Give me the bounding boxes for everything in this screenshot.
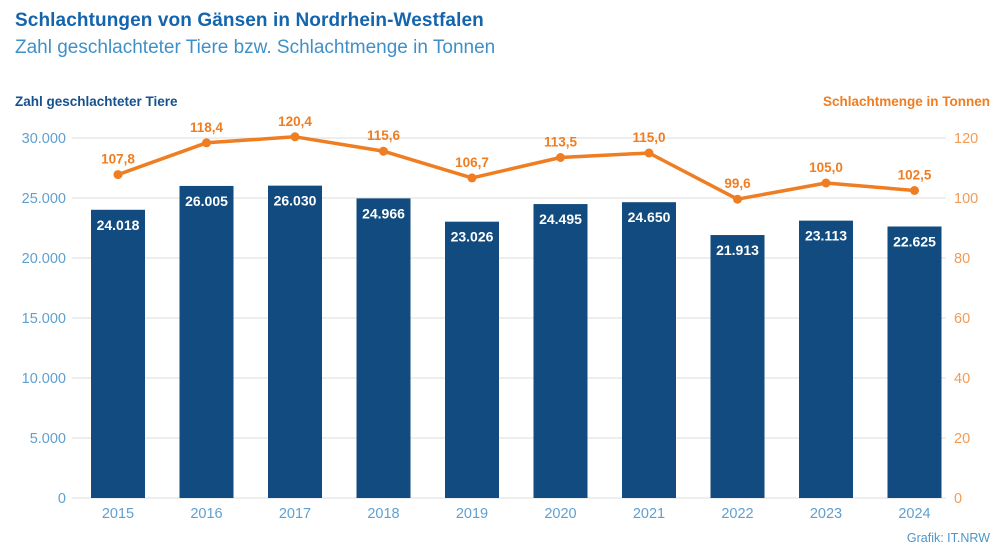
bar [887, 226, 942, 498]
x-tick-label: 2018 [367, 506, 399, 522]
line-point-label: 115,6 [367, 128, 401, 143]
line-point [821, 178, 831, 188]
left-axis-tick-label: 10.000 [22, 371, 66, 387]
bar [533, 204, 588, 498]
line-point-label: 113,5 [544, 135, 578, 150]
left-axis-tick-label: 25.000 [22, 191, 66, 207]
bar-value-label: 26.030 [274, 193, 317, 209]
bar [622, 202, 676, 498]
line-series [116, 135, 917, 201]
x-tick-label: 2017 [279, 506, 311, 522]
x-tick-label: 2024 [898, 506, 930, 522]
x-tick-label: 2020 [544, 506, 576, 522]
line-point [467, 173, 477, 183]
bar-value-label: 22.625 [893, 234, 936, 250]
x-tick-label: 2019 [456, 506, 488, 522]
line-point-label: 99,6 [724, 176, 751, 191]
bar [799, 220, 853, 499]
bar-value-label: 26.005 [185, 193, 228, 209]
bar [268, 185, 322, 498]
chart-title: Schlachtungen von Gänsen in Nordrhein-We… [15, 10, 484, 31]
right-axis-title: Schlachtmenge in Tonnen [822, 94, 990, 109]
line-point-label: 102,5 [898, 168, 932, 183]
line-point [644, 148, 654, 158]
left-axis-tick-label: 5.000 [30, 431, 66, 447]
line-point-label: 115,0 [632, 130, 665, 145]
bar [710, 235, 765, 498]
line-point [290, 132, 300, 142]
bar-value-label: 24.650 [628, 209, 671, 225]
bar-value-label: 23.026 [451, 229, 494, 245]
right-axis-tick-label: 100 [954, 191, 978, 207]
line-point [379, 146, 388, 156]
right-axis-tick-label: 40 [954, 371, 970, 387]
line-point [113, 170, 123, 180]
right-axis-tick-label: 20 [954, 431, 970, 447]
x-tick-label: 2015 [102, 506, 134, 522]
bar-value-label: 23.113 [805, 228, 847, 244]
x-tick-label: 2023 [810, 506, 842, 522]
bar-value-label: 21.913 [716, 242, 759, 258]
left-axis-tick-label: 15.000 [22, 311, 66, 327]
x-tick-label: 2021 [633, 506, 665, 522]
chart-subtitle: Zahl geschlachteter Tiere bzw. Schlachtm… [15, 37, 496, 58]
line-point [733, 194, 742, 204]
line-point-label: 106,7 [455, 155, 489, 170]
line-point-label: 120,4 [278, 114, 312, 129]
bar-value-label: 24.495 [539, 211, 582, 227]
x-tick-label: 2022 [721, 506, 753, 522]
bar [179, 185, 234, 498]
left-axis-tick-label: 30.000 [22, 131, 66, 147]
bar [91, 209, 145, 498]
right-axis-tick-label: 80 [954, 251, 970, 267]
line-point-label: 107,8 [101, 152, 135, 167]
line-point [202, 138, 211, 148]
left-axis-tick-label: 0 [58, 491, 66, 507]
line-point [910, 186, 919, 195]
bar-value-label: 24.018 [97, 217, 140, 233]
bar [445, 221, 499, 499]
x-tick-label: 2016 [190, 506, 222, 522]
left-axis-title: Zahl geschlachteter Tiere [15, 94, 178, 109]
bar [356, 198, 411, 498]
right-axis-tick-label: 60 [954, 311, 970, 327]
left-axis-tick-label: 20.000 [22, 251, 66, 267]
bar-value-label: 24.966 [362, 205, 405, 221]
right-axis-tick-label: 120 [954, 131, 978, 147]
credit-text: Grafik: IT.NRW [906, 531, 990, 545]
line-point [556, 153, 565, 162]
right-axis-tick-label: 0 [954, 491, 962, 507]
line-point-label: 105,0 [809, 160, 843, 175]
line-point-label: 118,4 [190, 120, 224, 135]
